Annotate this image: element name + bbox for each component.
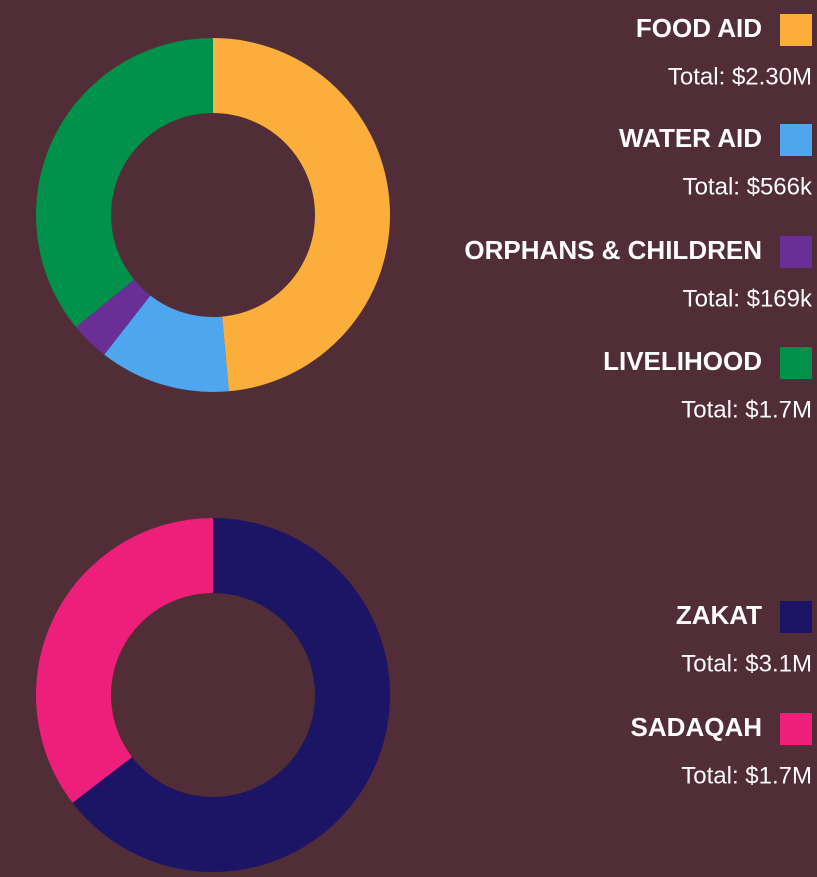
legend-label: FOOD AID — [636, 13, 762, 43]
donut-slice — [72, 518, 391, 873]
legend-total: Total: $1.7M — [681, 762, 812, 789]
legend-swatch — [780, 14, 812, 46]
legend-swatch — [780, 601, 812, 633]
legend-swatch — [780, 236, 812, 268]
legend-total: Total: $2.30M — [668, 63, 812, 90]
legend-total: Total: $3.1M — [681, 650, 812, 677]
donut-slice — [75, 279, 151, 355]
legend-swatch — [780, 713, 812, 745]
donut-slice — [36, 518, 213, 803]
legend-total: Total: $566k — [683, 173, 813, 200]
legend-label: LIVELIHOOD — [603, 346, 762, 376]
legend-label: SADAQAH — [631, 712, 762, 742]
legend-label: WATER AID — [619, 123, 762, 153]
donut-slice — [104, 295, 229, 393]
donut-slice — [213, 38, 391, 392]
legend-swatch — [780, 347, 812, 379]
legend-total: Total: $169k — [683, 285, 813, 312]
legend-label: ORPHANS & CHILDREN — [464, 235, 762, 265]
legend-label: ZAKAT — [676, 600, 762, 630]
legend-total: Total: $1.7M — [681, 396, 812, 423]
donut-slice — [36, 38, 214, 327]
legend-swatch — [780, 124, 812, 156]
